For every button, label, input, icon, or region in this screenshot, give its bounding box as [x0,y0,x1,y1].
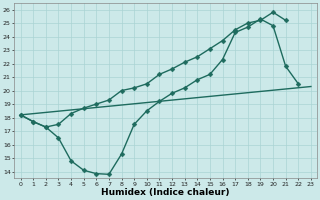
X-axis label: Humidex (Indice chaleur): Humidex (Indice chaleur) [101,188,230,197]
